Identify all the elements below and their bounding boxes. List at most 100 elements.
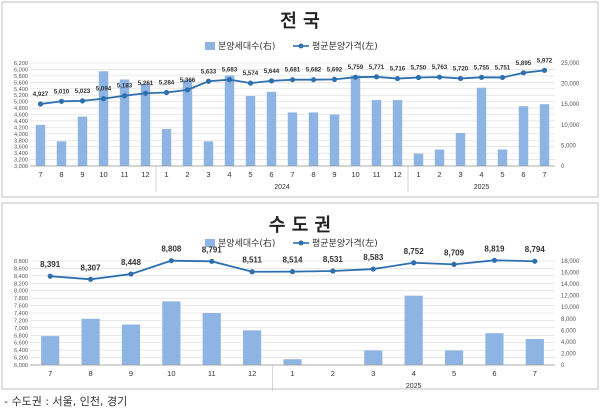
nat-line-point [268,78,275,84]
nat-line-data-label: 5,683 [222,67,238,74]
cap-x-tick: 7 [533,369,537,378]
cap-y-left-tick: 7,200 [14,318,28,324]
nat-legend-bar-label: 분양세대수(右) [218,40,275,52]
nat-x-tick: 11 [121,170,129,179]
nat-line-data-label: 5,771 [369,64,385,71]
cap-bar [202,313,221,365]
nat-x-tick: 10 [351,170,359,179]
cap-x-tick: 2 [331,369,335,378]
nat-bar [56,141,67,166]
nat-bar [140,83,151,166]
nat-line-data-label: 5,644 [264,68,280,75]
nat-bar [350,75,361,166]
cap-x-tick: 3 [371,369,375,378]
nat-y-left-tick: 4,000 [14,132,28,138]
cap-legend-line-marker [298,240,304,246]
cap-x-tick: 10 [167,369,175,378]
nat-line-data-label: 5,682 [306,67,322,74]
cap-legend-bar-swatch [205,239,215,247]
cap-line-data-label: 8,511 [242,256,262,265]
nat-y-right-tick: 15,000 [561,102,580,108]
nat-y-left-tick: 6,200 [14,61,28,67]
nat-bar [203,141,214,166]
cap-line-point [168,258,174,264]
nat-chart-title: 전 국 [280,11,319,32]
cap-y-right-tick: 6,000 [561,328,577,334]
cap-line-point [47,273,53,279]
nat-x-tick: 3 [458,170,462,179]
nat-bar [329,114,340,166]
nat-x-tick: 5 [500,170,504,179]
cap-line-point [249,269,255,275]
footnote: - 수도권 : 서울, 인천, 경기 [4,395,128,408]
nat-line-data-label: 5,692 [327,66,343,73]
nat-x-tick: 12 [141,170,149,179]
cap-line-point [209,258,215,264]
nat-x-tick: 9 [332,170,336,179]
nat-legend-line-marker [298,43,304,49]
nat-y-left-tick: 4,600 [14,113,28,119]
nat-x-tick: 3 [206,170,210,179]
cap-x-tick: 4 [412,369,416,378]
nat-line-data-label: 5,633 [201,68,217,75]
cap-bar [525,339,544,365]
nat-bar [476,87,487,166]
cap-bar [121,324,141,365]
nat-line-data-label: 5,716 [390,66,406,73]
nat-x-tick: 11 [373,170,381,179]
nat-bar [497,149,508,166]
nat-legend-bar-swatch [205,42,215,50]
cap-x-tick: 6 [492,369,496,378]
nat-bar [287,112,298,166]
nat-line-point [352,74,359,80]
nat-bar [266,91,277,166]
cap-line-point [289,269,296,275]
cap-line-data-label: 8,819 [484,244,505,253]
nat-line-point [121,93,128,99]
nat-x-tick: 5 [248,170,252,179]
nat-line-data-label: 5,972 [537,57,553,64]
cap-y-left-tick: 6,400 [14,348,28,354]
nat-line-data-label: 5,574 [243,70,259,77]
nat-x-tick: 6 [269,170,273,179]
nat-bar [182,79,193,166]
nat-line-point [499,74,506,81]
nat-y-left-tick: 4,800 [14,106,28,112]
nat-y-right-tick: 25,000 [561,61,580,67]
cap-y-right-tick: 10,000 [561,305,580,311]
cap-x-tick: 12 [248,369,256,378]
nat-line-point [226,77,233,83]
nat-bar [98,71,109,166]
cap-line-point [451,261,457,267]
nat-line-data-label: 5,720 [453,65,469,72]
nat-year-label: 2025 [474,184,490,191]
cap-y-left-tick: 8,600 [14,266,28,272]
nat-x-tick: 2 [437,170,441,179]
nat-line-data-label: 5,366 [180,77,196,84]
cap-y-right-tick: 18,000 [561,259,580,265]
nat-x-tick: 7 [290,170,294,179]
nat-line-point [415,74,422,81]
nat-bar [434,149,445,166]
cap-y-left-tick: 7,600 [14,304,28,310]
nat-legend-line-label: 평균분양가격(左) [312,40,378,52]
nat-bar [308,112,319,166]
nat-line-point [247,80,254,86]
nat-y-left-tick: 5,600 [14,80,28,86]
cap-line-data-label: 8,583 [363,253,384,262]
cap-line-point [491,257,498,263]
nat-line-point [37,101,44,107]
nat-x-tick: 8 [311,170,315,179]
nat-line-data-label: 5,284 [159,79,175,86]
nat-line-point [163,89,170,96]
nat-x-tick: 7 [38,170,42,179]
nat-x-tick: 9 [80,170,84,179]
nat-line-data-label: 5,759 [348,64,364,71]
nat-year-label: 2024 [274,184,290,191]
nat-line-point [331,76,338,82]
cap-legend-line-label: 평균분양가격(左) [312,237,378,249]
nat-line-point [394,75,401,82]
cap-bar [81,318,100,365]
